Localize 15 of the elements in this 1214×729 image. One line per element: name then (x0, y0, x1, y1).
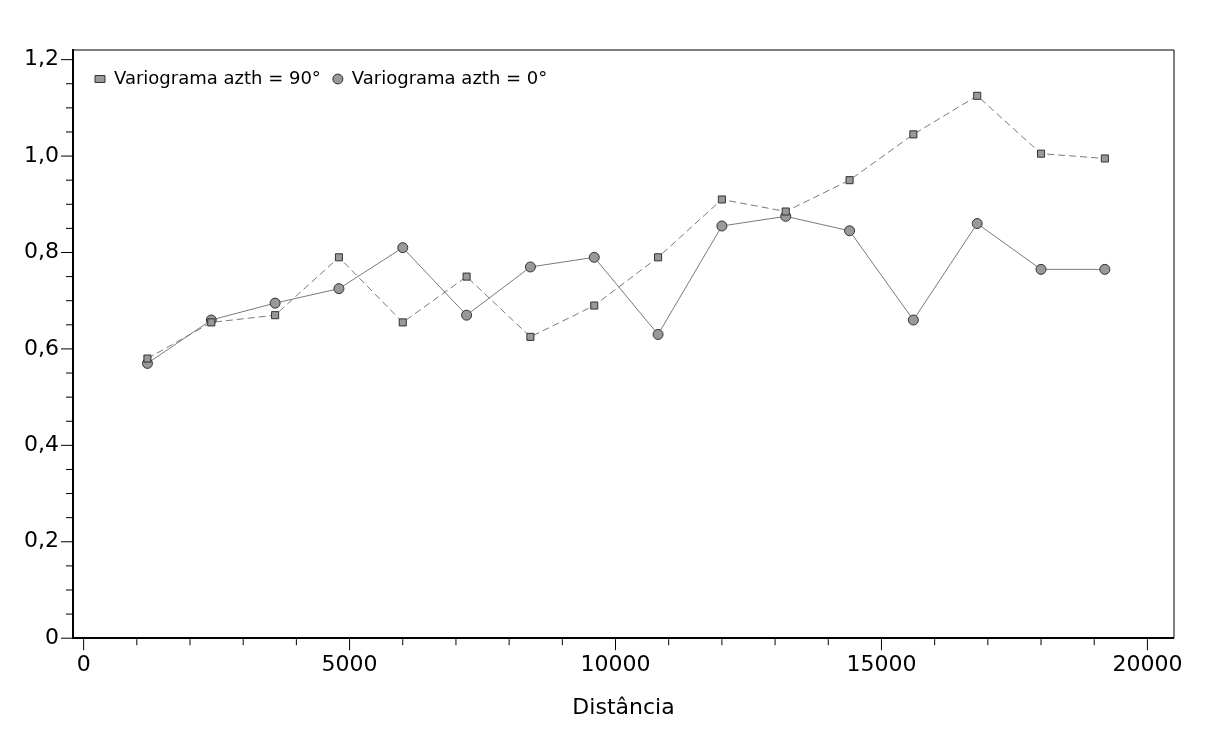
y-tick-label: 0 (44, 623, 59, 649)
y-tick-label: 0,4 (23, 431, 59, 457)
y-tick-label: 1,0 (23, 141, 59, 167)
x-tick-label: 10000 (580, 651, 651, 677)
legend-label: Variograma azth = 90° (113, 66, 321, 88)
x-axis-title: Distância (572, 693, 675, 719)
x-tick-label: 20000 (1112, 651, 1183, 677)
x-tick-label: 15000 (846, 651, 917, 677)
y-tick-label: 1,2 (23, 45, 59, 71)
y-tick-label: 0,6 (23, 334, 59, 360)
y-tick-label: 0,8 (23, 238, 59, 264)
x-tick-label: 5000 (321, 651, 378, 677)
y-tick-label: 0,2 (23, 527, 59, 553)
legend-label: Variograma azth = 0° (351, 66, 548, 88)
x-tick-label: 0 (76, 651, 91, 677)
